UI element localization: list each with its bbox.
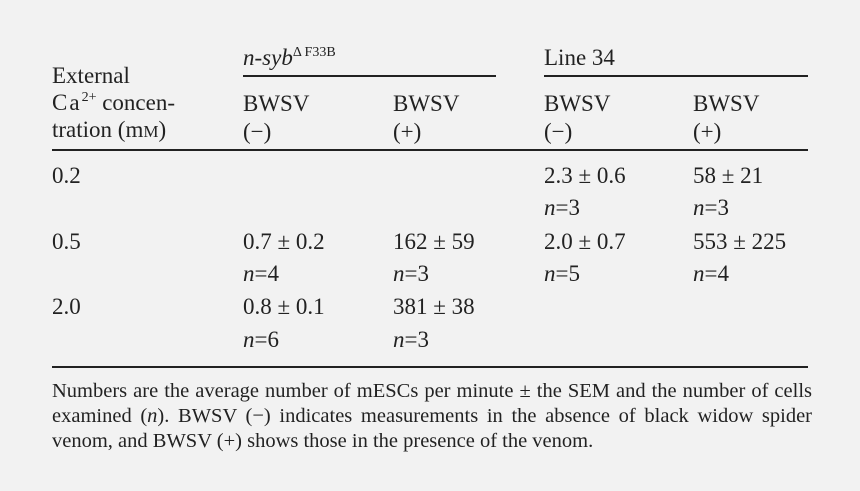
subcol-header-1-label: BWSV xyxy=(243,91,310,116)
row-0.5-concentration: 0.5 xyxy=(52,229,81,254)
row-2.0-concentration: 2.0 xyxy=(52,294,81,319)
cell-value: 2.0 ± 0.7 xyxy=(544,229,626,254)
header-rule xyxy=(52,149,808,151)
row-header-line2: Ca2+ concen- xyxy=(52,90,176,115)
cell-value: 0.8 ± 0.1 xyxy=(243,294,325,319)
cell-n: n=3 xyxy=(393,327,429,352)
cell-value: 0.7 ± 0.2 xyxy=(243,229,325,254)
row-header-line3: tration (mM) xyxy=(52,117,167,142)
cell-value: 162 ± 59 xyxy=(393,229,475,254)
subcol-header-4-label: BWSV xyxy=(693,91,760,116)
row-header-line1: External xyxy=(52,63,130,88)
cell-n: n=3 xyxy=(544,195,580,220)
cell-value: 58 ± 21 xyxy=(693,163,764,188)
subcol-header-2-label: BWSV xyxy=(393,91,460,116)
group-rule-nsyb xyxy=(243,75,496,77)
cell-n: n=4 xyxy=(243,261,279,286)
cell-n: n=4 xyxy=(693,261,729,286)
table-footnote: Numbers are the average number of mESCs … xyxy=(52,380,812,452)
table-bottom-rule xyxy=(52,366,808,368)
subcol-header-4-sign: (+) xyxy=(693,119,722,144)
cell-n: n=6 xyxy=(243,327,279,352)
cell-value: 2.3 ± 0.6 xyxy=(544,163,626,188)
group-header-nsyb: n-sybΔ F33B xyxy=(243,45,336,70)
cell-n: n=3 xyxy=(393,261,429,286)
cell-n: n=5 xyxy=(544,261,580,286)
cell-value: 381 ± 38 xyxy=(393,294,475,319)
cell-value: 553 ± 225 xyxy=(693,229,787,254)
group-header-line34: Line 34 xyxy=(544,45,615,70)
group-rule-line34 xyxy=(544,75,808,77)
row-0.2-concentration: 0.2 xyxy=(52,163,81,188)
subcol-header-3-label: BWSV xyxy=(544,91,611,116)
cell-n: n=3 xyxy=(693,195,729,220)
subcol-header-1-sign: (−) xyxy=(243,119,272,144)
subcol-header-2-sign: (+) xyxy=(393,119,422,144)
subcol-header-3-sign: (−) xyxy=(544,119,573,144)
